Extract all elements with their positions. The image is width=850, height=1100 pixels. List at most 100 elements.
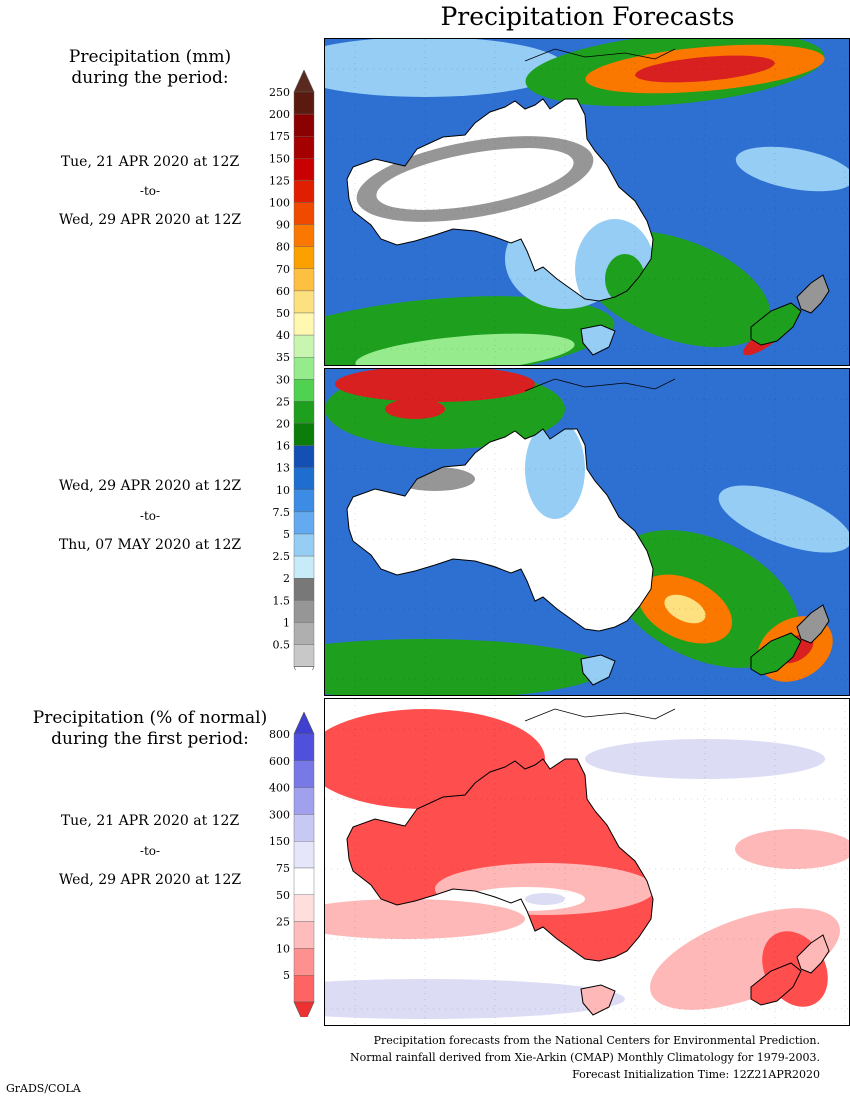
colorbar-mm-label-25: 0.5 <box>273 639 291 652</box>
colorbar-pct-label-0: 800 <box>269 728 290 741</box>
colorbar-pct-swatch-0 <box>293 733 315 761</box>
map-precip-period1 <box>325 39 849 365</box>
period3-start: Tue, 21 APR 2020 at 12Z <box>60 813 240 829</box>
coastline-1 <box>580 324 616 356</box>
coastline-1 <box>580 654 616 686</box>
rain-band-south <box>325 639 605 695</box>
colorbar-pct-label-5: 75 <box>276 862 290 875</box>
colorbar-pct-label-7: 25 <box>276 916 290 929</box>
heading-precip-pct: Precipitation (% of normal) during the f… <box>0 708 300 750</box>
heading-precip-mm-line1: Precipitation (mm) <box>68 47 232 67</box>
land-north-rain <box>525 429 585 519</box>
period1-start: Tue, 21 APR 2020 at 12Z <box>60 154 240 170</box>
colorbar-mm-label-12: 35 <box>276 351 290 364</box>
map-precip-period2 <box>325 369 849 695</box>
rain-band-south-light <box>355 333 575 365</box>
colorbar-mm-swatch-9 <box>293 290 315 314</box>
nz-south-island <box>751 963 801 1005</box>
colorbar-mm-label-6: 90 <box>276 219 290 232</box>
rain-core-north-heavy <box>635 55 775 83</box>
map-panel-pct <box>324 698 850 1026</box>
colorbar-mm-swatch-23 <box>293 600 315 623</box>
colorbar-mm: 250 200 175 150 125 100 90 80 70 60 50 40 35 30 25 20 16… <box>262 69 324 690</box>
rain-core-north-west <box>385 399 445 419</box>
colorbar-mm-label-0: 250 <box>269 86 290 99</box>
colorbar-mm-label-2: 175 <box>269 130 290 143</box>
colorbar-mm-swatch-11 <box>293 334 315 358</box>
coastline-new-guinea <box>524 708 676 722</box>
period3-end: Wed, 29 APR 2020 at 12Z <box>58 872 242 888</box>
footer-line-2: Normal rainfall derived from Xie-Arkin (… <box>350 1051 820 1064</box>
period2-to: -to- <box>139 509 161 523</box>
colorbar-pct-swatch-4 <box>293 840 315 869</box>
colorbar-mm-label-4: 125 <box>269 174 290 187</box>
colorbar-mm-label-17: 13 <box>276 462 290 475</box>
coastline-new-guinea <box>524 378 676 392</box>
coastline-new-guinea <box>524 48 676 62</box>
heading-precip-pct-line2: during the first period: <box>51 729 249 749</box>
rain-core-north <box>335 369 535 402</box>
grads-credit: GrADS/COLA <box>6 1082 81 1095</box>
nz-north-island <box>797 935 829 973</box>
colorbar-mm-swatch-18 <box>293 489 315 513</box>
colorbar-pct-swatch-1 <box>293 760 315 788</box>
colorbar-pct-swatch-8 <box>293 948 315 976</box>
colorbar-mm-swatch-16 <box>293 445 315 468</box>
map-precip-pct <box>325 699 849 1025</box>
coastline-3 <box>750 962 802 1006</box>
colorbar-mm-swatch-20 <box>293 533 315 557</box>
period3-to: -to- <box>139 844 161 858</box>
tasmania-landmass <box>581 985 615 1015</box>
colorbar-pct-swatch-2 <box>293 787 315 815</box>
colorbar-mm-swatch-13 <box>293 379 315 402</box>
colorbar-pct-swatch-9 <box>293 975 315 1003</box>
colorbar-mm-swatch-10 <box>293 312 315 336</box>
footer-line-3: Forecast Initialization Time: 12Z21APR20… <box>572 1068 820 1081</box>
coastline-3 <box>750 302 802 346</box>
colorbar-pct-label-6: 50 <box>276 889 290 902</box>
colorbar-mm-swatch-22 <box>293 578 315 601</box>
colorbar-mm-swatch-8 <box>293 268 315 292</box>
colorbar-pct-svg: 800 600 400 300 150 75 50 25 10 5 <box>269 711 315 1025</box>
colorbar-mm-label-3: 150 <box>269 152 290 165</box>
colorbar-mm-swatch-19 <box>293 511 315 535</box>
rain-core-tasman-light <box>664 594 706 624</box>
colorbar-pct-swatch-6 <box>293 894 315 922</box>
colorbar-mm-swatch-1 <box>293 113 315 137</box>
colorbar-mm-label-16: 16 <box>276 440 290 453</box>
colorbar-mm-swatch-4 <box>293 180 315 203</box>
colorbar-pct-label-8: 10 <box>276 942 290 955</box>
colorbar-mm-label-20: 5 <box>283 528 290 541</box>
colorbar-mm-swatch-0 <box>293 91 315 115</box>
coastline-2 <box>796 934 830 974</box>
nz-north-island <box>797 275 829 313</box>
colorbar-pct-label-1: 600 <box>269 755 290 768</box>
page-title: Precipitation Forecasts <box>440 2 735 31</box>
rain-band-east <box>735 146 849 192</box>
colorbar-mm-label-8: 70 <box>276 263 290 276</box>
colorbar-mm-swatch-15 <box>293 423 315 446</box>
rain-band-east <box>718 485 849 553</box>
colorbar-mm-label-19: 7.5 <box>273 506 291 519</box>
coastline-0 <box>346 758 654 962</box>
heading-precip-pct-line1: Precipitation (% of normal) <box>32 708 268 728</box>
tasmania-landmass <box>581 655 615 685</box>
colorbar-mm-label-5: 100 <box>269 197 290 210</box>
colorbar-mm-label-7: 80 <box>276 241 290 254</box>
colorbar-mm-label-13: 30 <box>276 373 290 386</box>
colorbar-mm-swatch-3 <box>293 158 315 181</box>
land-pct-above <box>525 893 565 905</box>
period2-end: Thu, 07 MAY 2020 at 12Z <box>58 537 242 553</box>
colorbar-mm-label-9: 60 <box>276 285 290 298</box>
colorbar-mm-swatch-17 <box>293 467 315 491</box>
colorbar-mm-swatch-12 <box>293 357 315 380</box>
colorbar-mm-swatch-14 <box>293 401 315 424</box>
colorbar-mm-swatch-5 <box>293 202 315 225</box>
colorbar-mm-swatch-2 <box>293 135 315 159</box>
colorbar-mm-label-21: 2.5 <box>273 550 291 563</box>
colorbar-pct-label-3: 300 <box>269 808 290 821</box>
colorbar-mm-swatch-21 <box>293 555 315 579</box>
period2-start: Wed, 29 APR 2020 at 12Z <box>58 478 242 494</box>
colorbar-pct-label-9: 5 <box>283 969 290 982</box>
colorbar-pct-swatch-5 <box>293 867 315 895</box>
